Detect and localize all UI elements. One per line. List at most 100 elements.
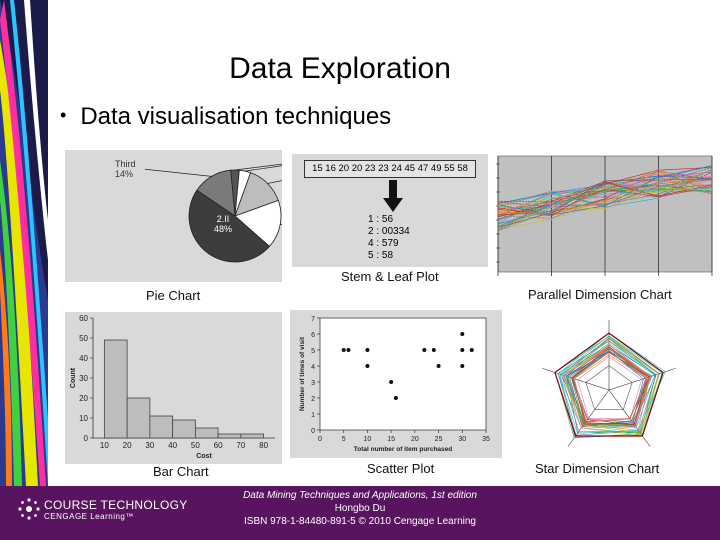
star-axis xyxy=(608,368,676,391)
star-series-polygon xyxy=(557,340,657,434)
scatter-x-tick-label: 10 xyxy=(364,436,372,443)
star-inner-polygon xyxy=(585,365,633,411)
bullet-text: Data visualisation techniques xyxy=(80,103,392,130)
bar-x-tick-label: 70 xyxy=(236,441,245,450)
parallel-series-line xyxy=(497,169,713,232)
parallel-series-line xyxy=(497,171,713,207)
scatter-point xyxy=(460,348,465,352)
pie-slice xyxy=(234,199,282,247)
parallel-series-line xyxy=(497,186,713,215)
scatter-x-tick-label: 20 xyxy=(411,436,419,443)
pie-chart-panel: Pass3%Fail4%First14%2.I17%2.II48%Third14… xyxy=(65,150,324,282)
scatter-plot-area xyxy=(319,317,487,431)
parallel-chart-panel xyxy=(494,154,716,278)
parallel-series-line xyxy=(497,170,713,221)
star-series-polygon xyxy=(572,350,646,423)
stem-leaf-raw-data: 15 16 20 20 23 23 24 45 47 49 55 58 xyxy=(304,160,476,178)
scatter-y-tick-label: 4 xyxy=(311,364,315,371)
bar-y-tick-label: 60 xyxy=(79,314,88,323)
parallel-dimension-chart xyxy=(496,155,713,276)
star-series-polygon xyxy=(569,348,650,427)
star-chart-caption: Star Dimension Chart xyxy=(535,461,660,476)
bar-chart: 0 10 20 30 40 50 60 10 20 30 40 50 60 70 80 Cost Count xyxy=(70,314,275,460)
bar xyxy=(126,397,151,439)
pie-leader-line xyxy=(267,176,300,184)
bar-y-tick-label: 20 xyxy=(79,394,88,403)
pie-label: Third 14% xyxy=(115,159,136,179)
scatter-point xyxy=(393,396,398,400)
parallel-series-line xyxy=(497,168,713,206)
down-arrow-icon xyxy=(383,180,403,212)
scatter-point xyxy=(365,364,370,368)
parallel-series-line xyxy=(497,182,713,218)
parallel-series-line xyxy=(497,167,713,203)
scatter-y-tick-label: 0 xyxy=(311,428,315,435)
star-series-polygon xyxy=(564,344,652,429)
parallel-series-line xyxy=(497,184,713,215)
stem-leaf-row: 2 : 00334 xyxy=(368,226,410,237)
scatter-y-tick-label: 6 xyxy=(311,332,315,339)
bar-x-tick-label: 10 xyxy=(100,441,109,450)
bar-x-tick-label: 20 xyxy=(123,441,132,450)
scatter-point xyxy=(422,348,427,352)
bar-y-tick-label: 30 xyxy=(79,374,88,383)
bullet-point: • Data visualisation techniques xyxy=(60,103,391,131)
star-outer-polygon xyxy=(554,332,664,437)
stem-leaf-panel: 15 16 20 20 23 23 24 45 47 49 55 58 1 : … xyxy=(292,154,488,267)
parallel-series-line xyxy=(497,182,713,219)
scatter-y-tick-label: 5 xyxy=(311,348,315,355)
scatter-point xyxy=(469,348,474,352)
scatter-y-tick-label: 1 xyxy=(311,412,315,419)
bar-y-tick-label: 0 xyxy=(84,434,89,443)
stem-leaf-row: 4 : 579 xyxy=(368,238,399,249)
star-series-polygon xyxy=(562,340,659,433)
course-technology-logo-icon xyxy=(18,498,40,520)
scatter-point xyxy=(389,380,394,384)
bar-y-tick-label: 10 xyxy=(79,414,88,423)
bar-x-axis-label: Cost xyxy=(196,453,212,460)
parallel-series-line xyxy=(497,188,713,228)
scatter-point xyxy=(365,348,370,352)
parallel-series-line xyxy=(497,171,713,218)
scatter-x-axis-label: Total number of item purchased xyxy=(354,446,453,453)
scatter-y-tick-label: 7 xyxy=(311,316,315,323)
bullet-dot: • xyxy=(60,105,67,125)
bar xyxy=(217,433,242,439)
publisher-logo-text: COURSE TECHNOLOGY xyxy=(44,498,188,512)
scatter-y-axis-label: Number of times of visit xyxy=(299,336,306,411)
parallel-series-line xyxy=(497,178,713,228)
stem-leaf-rows: 1 : 56 2 : 00334 4 : 579 5 : 58 xyxy=(368,214,410,262)
book-author: Hongbo Du xyxy=(334,503,386,514)
parallel-series-line xyxy=(497,184,713,220)
parallel-chart-caption: Parallel Dimension Chart xyxy=(528,287,672,302)
scatter-x-tick-label: 5 xyxy=(342,436,346,443)
scatter-point xyxy=(346,348,351,352)
scatter-point xyxy=(436,364,441,368)
stem-leaf-caption: Stem & Leaf Plot xyxy=(341,269,439,284)
parallel-series-line xyxy=(497,176,713,228)
decorative-ribbon-strip xyxy=(0,0,48,486)
book-isbn: ISBN 978-1-84480-891-5 © 2010 Cengage Le… xyxy=(244,516,476,527)
scatter-plot-panel: 0 1 2 3 4 5 6 7 0 5 10 15 20 25 30 35 Total number of it… xyxy=(290,310,502,458)
bar-y-tick-label: 50 xyxy=(79,334,88,343)
star-series-polygon xyxy=(563,345,650,426)
star-series-polygon xyxy=(558,332,666,434)
bar xyxy=(103,339,128,439)
scatter-point xyxy=(460,332,465,336)
parallel-series-line xyxy=(497,169,713,208)
bar xyxy=(240,433,265,439)
imprint-logo-text: CENGAGE Learning™ xyxy=(44,512,134,521)
slide-title: Data Exploration xyxy=(229,52,451,85)
stem-leaf-row: 5 : 58 xyxy=(368,250,394,261)
pie-chart-caption: Pie Chart xyxy=(146,288,201,303)
star-series-polygon xyxy=(571,351,650,422)
bar-x-tick-label: 40 xyxy=(168,441,177,450)
bar-x-tick-label: 50 xyxy=(191,441,200,450)
bar xyxy=(172,419,196,439)
star-dimension-chart xyxy=(542,320,676,447)
pie-leader-line xyxy=(244,162,300,172)
scatter-y-tick-label: 3 xyxy=(311,380,315,387)
book-title: Data Mining Techniques and Applications,… xyxy=(243,490,477,501)
stem-leaf-row: 1 : 56 xyxy=(368,214,394,225)
scatter-x-tick-label: 30 xyxy=(458,436,466,443)
